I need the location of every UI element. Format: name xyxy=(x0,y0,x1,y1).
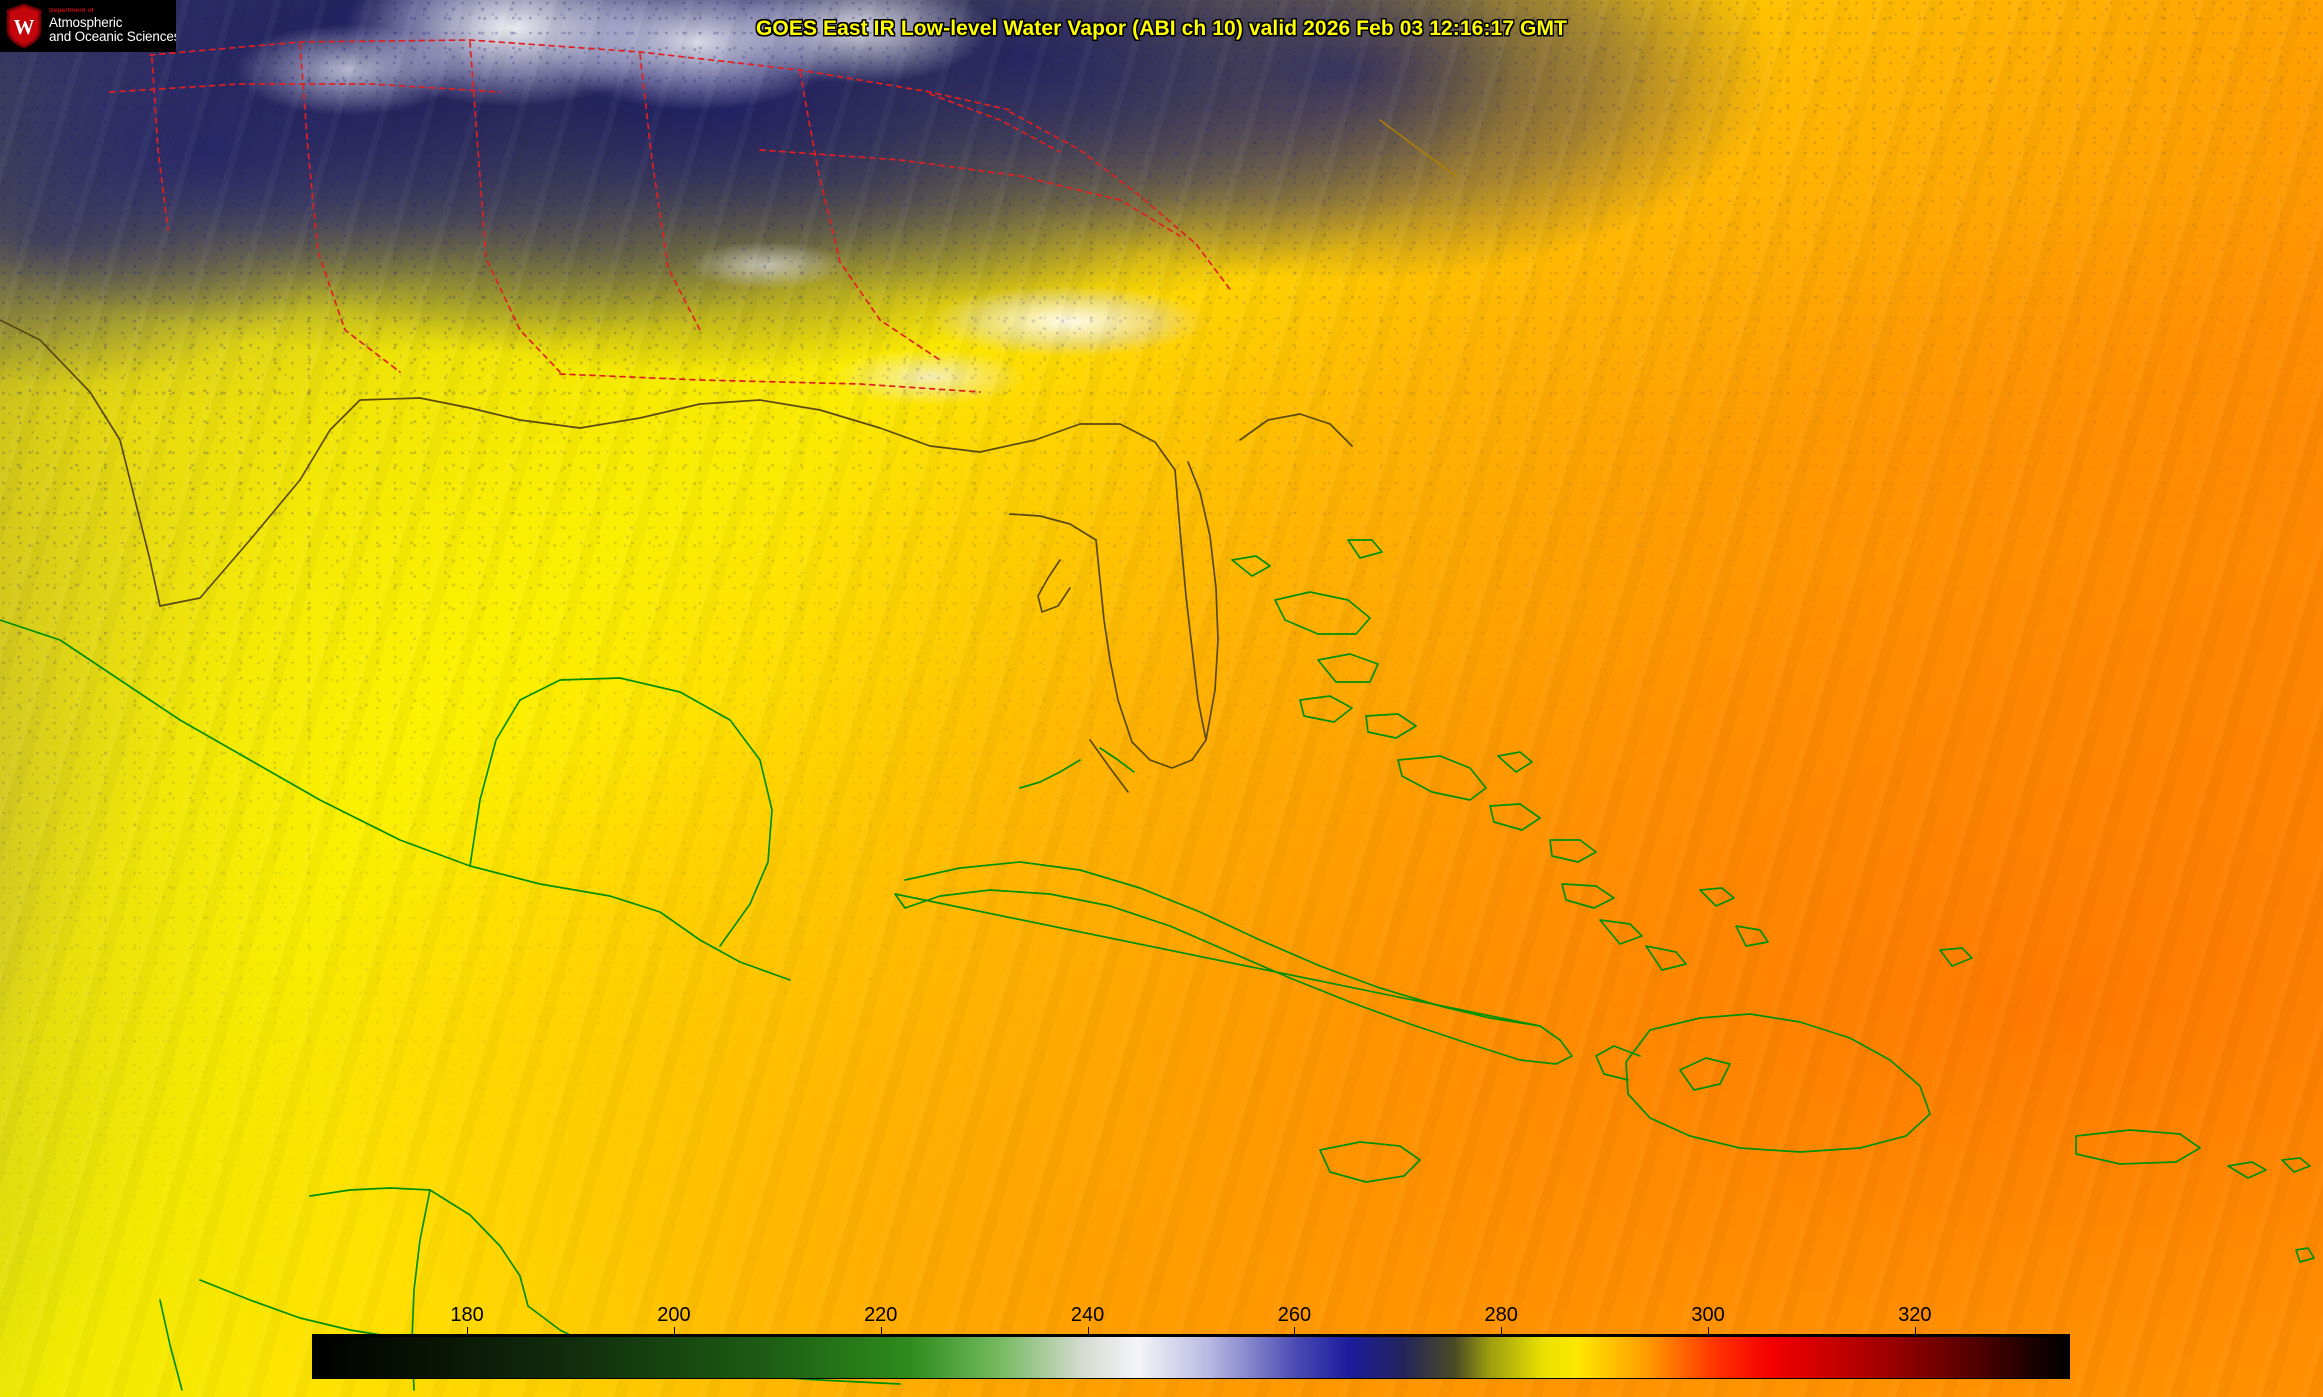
uw-aos-logo: W Department of Atmospheric and Oceanic … xyxy=(0,0,176,52)
colorbar-tick xyxy=(1294,1327,1296,1336)
colorbar-tick-marks xyxy=(312,1327,2070,1336)
colorbar-tick xyxy=(1087,1327,1089,1336)
colorbar-tick xyxy=(880,1327,882,1336)
colorbar-tick-label: 200 xyxy=(657,1304,691,1326)
colorbar-tick-labels: 180 200 220 240 260 280 300 320 xyxy=(312,1301,2070,1327)
svg-text:W: W xyxy=(14,15,35,39)
product-title: GOES East IR Low-level Water Vapor (ABI … xyxy=(755,17,1568,40)
colorbar xyxy=(312,1336,2070,1379)
colorbar-tick-label: 240 xyxy=(1070,1304,1105,1326)
colorbar-tick xyxy=(673,1327,675,1336)
logo-name-line-2: and Oceanic Sciences xyxy=(49,28,176,44)
logo-name-line-1: Atmospheric xyxy=(49,15,123,30)
logo-department-line: Department of xyxy=(49,8,94,15)
colorbar-tick-label: 300 xyxy=(1691,1304,1725,1326)
colorbar-tick-label: 220 xyxy=(864,1304,898,1326)
uw-crest-icon: W xyxy=(4,3,44,49)
colorbar-tick xyxy=(467,1327,469,1336)
colorbar-tick-label: 320 xyxy=(1898,1304,1932,1326)
colorbar-tick xyxy=(1914,1327,1916,1336)
logo-text-block: Department of Atmospheric and Oceanic Sc… xyxy=(49,8,176,43)
colorbar-tick xyxy=(1501,1327,1503,1336)
colorbar-tick-label: 180 xyxy=(450,1304,484,1326)
colorbar-tick-label: 260 xyxy=(1277,1304,1312,1326)
colorbar-gradient xyxy=(312,1336,2070,1379)
colorbar-tick-label: 280 xyxy=(1484,1304,1518,1326)
colorbar-axis-line xyxy=(312,1334,2070,1336)
colorbar-tick xyxy=(1708,1327,1710,1336)
